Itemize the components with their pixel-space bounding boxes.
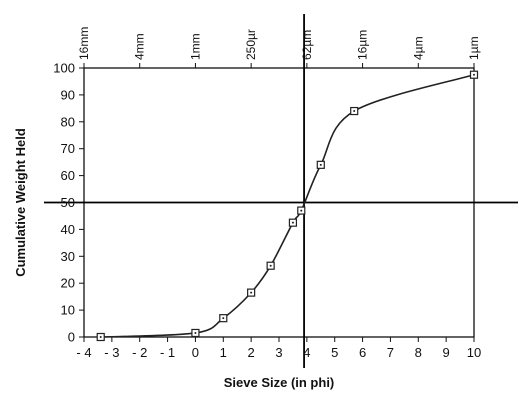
- data-point-marker: [219, 314, 228, 323]
- data-point-dot: [353, 110, 356, 113]
- x-tick-label: 8: [415, 345, 422, 360]
- labels-layer: Sieve Size (in phi) Cumulative Weight He…: [13, 27, 481, 390]
- top-tick-label: 4µm: [411, 36, 425, 60]
- y-tick-label: 40: [61, 222, 75, 237]
- x-tick-label: 2: [248, 345, 255, 360]
- series-layer: [96, 70, 479, 342]
- data-point-dot: [319, 163, 322, 166]
- y-tick-label: 50: [61, 195, 75, 210]
- x-tick-label: 1: [220, 345, 227, 360]
- y-tick-label: 20: [61, 276, 75, 291]
- data-point-dot: [291, 221, 294, 224]
- x-tick-label: 4: [303, 345, 310, 360]
- data-point-dot: [99, 336, 102, 338]
- data-point-marker: [288, 218, 298, 227]
- data-point-marker: [316, 160, 325, 169]
- y-tick-label: 60: [61, 168, 75, 183]
- data-point-dot: [269, 264, 272, 267]
- x-axis-title: Sieve Size (in phi): [224, 375, 335, 390]
- x-tick-label: - 2: [132, 345, 147, 360]
- x-tick-label: 5: [331, 345, 338, 360]
- top-tick-label: 250µr: [244, 29, 258, 60]
- data-point-dot: [300, 209, 303, 212]
- top-tick-label: 4mm: [133, 33, 147, 60]
- data-point-dot: [473, 73, 475, 76]
- data-point-dot: [250, 291, 253, 294]
- top-tick-label: 1µm: [467, 36, 481, 60]
- y-tick-label: 30: [61, 249, 75, 264]
- x-tick-label: - 1: [160, 345, 175, 360]
- data-point-marker: [266, 261, 275, 270]
- data-point-marker: [297, 206, 306, 215]
- data-point-marker: [469, 70, 479, 79]
- x-tick-label: 3: [275, 345, 282, 360]
- y-tick-label: 100: [53, 61, 75, 76]
- top-tick-label: 62µm: [300, 30, 314, 60]
- x-tick-label: 9: [443, 345, 450, 360]
- y-axis-title: Cumulative Weight Held: [13, 128, 28, 277]
- x-tick-label: 6: [359, 345, 366, 360]
- top-tick-label: 16µm: [356, 30, 370, 60]
- data-point-marker: [96, 332, 105, 342]
- y-tick-label: 70: [61, 141, 75, 156]
- y-tick-label: 0: [68, 330, 75, 345]
- reference-lines-layer: [44, 14, 518, 368]
- x-tick-label: 10: [467, 345, 481, 360]
- y-tick-label: 80: [61, 114, 75, 129]
- series-line: [100, 73, 475, 338]
- data-point-marker: [191, 328, 200, 338]
- top-tick-label: 16mm: [77, 27, 91, 60]
- data-point-dot: [222, 317, 225, 320]
- data-point-marker: [350, 106, 359, 116]
- x-tick-label: 7: [387, 345, 394, 360]
- x-tick-label: - 4: [76, 345, 91, 360]
- data-point-dot: [194, 331, 197, 334]
- data-point-marker: [247, 288, 256, 297]
- y-tick-label: 90: [61, 87, 75, 102]
- x-tick-label: - 3: [104, 345, 119, 360]
- top-tick-label: 1mm: [188, 33, 202, 60]
- x-tick-label: 0: [192, 345, 199, 360]
- y-tick-label: 10: [61, 303, 75, 318]
